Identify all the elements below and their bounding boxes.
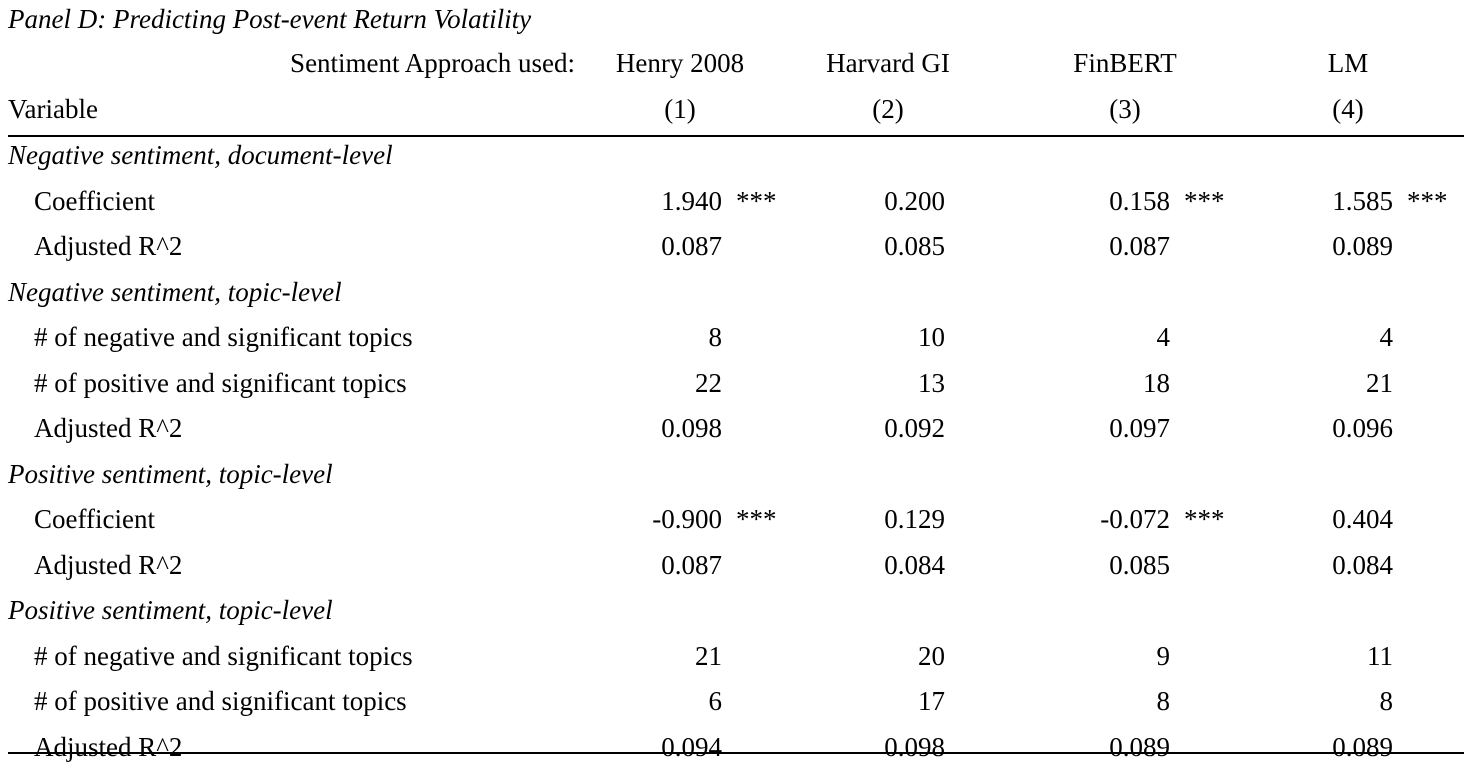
cell-value-col-4: 8	[1379, 686, 1394, 716]
table-row: # of positive and significant topics 6 17 8…	[0, 686, 1470, 732]
cell-value-col-3: 9	[1156, 640, 1171, 671]
cell-value-col-2: 0.085	[884, 231, 945, 261]
cell-value-col-1: 21	[695, 640, 722, 671]
cell-value-col-4: 0.089	[1332, 231, 1393, 261]
cell-value-col-1: 0.094	[661, 731, 722, 762]
column-number-2: (2)	[872, 94, 904, 124]
column-number-4: (4)	[1332, 94, 1364, 124]
table-row: Adjusted R^2 0.087 0.084 0.085 0.084	[0, 550, 1470, 596]
section-header-row: Negative sentiment, topic-level	[0, 277, 1470, 323]
cell-value-col-2: 0.084	[884, 549, 945, 580]
table-row: Adjusted R^2 0.087 0.085 0.087 0.089	[0, 231, 1470, 277]
table-row: Adjusted R^2 0.094 0.098 0.089 0.089	[0, 732, 1470, 778]
cell-value-col-2: 0.129	[884, 504, 945, 534]
section-title: Negative sentiment, topic-level	[8, 276, 342, 307]
cell-value-col-1: 0.087	[661, 231, 722, 261]
cell-value-col-3: 4	[1156, 322, 1171, 352]
cell-value-col-4: 11	[1367, 640, 1393, 671]
cell-value-col-4: 21	[1366, 367, 1393, 398]
table-row: # of positive and significant topics 22 13…	[0, 368, 1470, 414]
section-title: Positive sentiment, topic-level	[8, 458, 333, 489]
cell-value-col-4: 4	[1379, 322, 1394, 352]
cell-value-col-2: 10	[918, 322, 945, 352]
variable-label: Variable	[8, 94, 98, 124]
column-number-row: Variable (1) (2) (3) (4)	[0, 94, 1470, 134]
sentiment-approach-label: Sentiment Approach used:	[290, 48, 575, 78]
header-rule	[8, 135, 1464, 137]
significance-stars-col-3: ***	[1184, 504, 1225, 534]
cell-value-col-1: 6	[708, 686, 723, 716]
cell-value-col-1: 1.940	[661, 185, 722, 216]
significance-stars-col-1: ***	[736, 504, 777, 534]
cell-value-col-3: 8	[1156, 686, 1171, 716]
table-row: # of negative and significant topics 8 10 4…	[0, 322, 1470, 368]
section-title: Negative sentiment, document-level	[8, 140, 393, 170]
cell-value-col-3: 0.097	[1109, 413, 1170, 443]
column-header-row: Sentiment Approach used: Henry 2008 Harv…	[0, 48, 1470, 88]
row-label: Adjusted R^2	[34, 231, 183, 261]
cell-value-col-4: 0.089	[1332, 731, 1393, 762]
cell-value-col-2: 13	[918, 367, 945, 398]
column-number-1: (1)	[664, 94, 696, 124]
table-row: Adjusted R^2 0.098 0.092 0.097 0.096	[0, 413, 1470, 459]
cell-value-col-3: 18	[1143, 367, 1170, 398]
table-row: Coefficient 1.940 *** 0.200 0.158 *** 1.585 ***	[0, 186, 1470, 232]
cell-value-col-4: 0.404	[1332, 504, 1393, 534]
table-row: Coefficient -0.900 *** 0.129 -0.072 *** 0.404	[0, 504, 1470, 550]
row-label: Adjusted R^2	[34, 731, 183, 762]
row-label: # of positive and significant topics	[34, 686, 407, 716]
column-name-lm: LM	[1327, 48, 1369, 78]
section-header-row: Positive sentiment, topic-level	[0, 459, 1470, 505]
cell-value-col-4: 0.084	[1332, 549, 1393, 580]
row-label: Adjusted R^2	[34, 549, 183, 580]
cell-value-col-2: 17	[918, 686, 945, 716]
column-name-finbert: FinBERT	[1073, 48, 1177, 78]
column-name-harvard: Harvard GI	[826, 48, 950, 78]
cell-value-col-1: 0.087	[661, 549, 722, 580]
cell-value-col-1: 22	[695, 367, 722, 398]
row-label: # of negative and significant topics	[34, 322, 413, 352]
cell-value-col-4: 1.585	[1332, 185, 1393, 216]
section-header-row: Negative sentiment, document-level	[0, 140, 1470, 186]
table-row: # of negative and significant topics 21 20…	[0, 641, 1470, 687]
row-label: # of negative and significant topics	[34, 640, 413, 671]
cell-value-col-1: 0.098	[661, 413, 722, 443]
section-title: Positive sentiment, topic-level	[8, 595, 333, 625]
cell-value-col-2: 0.092	[884, 413, 945, 443]
row-label: Coefficient	[34, 504, 155, 534]
row-label: Coefficient	[34, 185, 155, 216]
cell-value-col-1: -0.900	[652, 504, 722, 534]
cell-value-col-2: 0.200	[884, 185, 945, 216]
cell-value-col-2: 20	[918, 640, 945, 671]
cell-value-col-3: 0.085	[1109, 549, 1170, 580]
row-label: Adjusted R^2	[34, 413, 183, 443]
cell-value-col-3: 0.089	[1109, 731, 1170, 762]
cell-value-col-3: -0.072	[1100, 504, 1170, 534]
section-header-row: Positive sentiment, topic-level	[0, 595, 1470, 641]
cell-value-col-4: 0.096	[1332, 413, 1393, 443]
bottom-rule	[8, 752, 1464, 754]
cell-value-col-3: 0.087	[1109, 231, 1170, 261]
cell-value-col-3: 0.158	[1109, 185, 1170, 216]
significance-stars-col-4: ***	[1407, 185, 1448, 216]
column-name-henry: Henry 2008	[615, 48, 745, 78]
significance-stars-col-1: ***	[736, 185, 777, 216]
column-number-3: (3)	[1109, 94, 1141, 124]
significance-stars-col-3: ***	[1184, 185, 1225, 216]
cell-value-col-2: 0.098	[884, 731, 945, 762]
row-label: # of positive and significant topics	[34, 367, 407, 398]
cell-value-col-1: 8	[708, 322, 723, 352]
table-title: Panel D: Predicting Post-event Return Vo…	[8, 4, 532, 34]
